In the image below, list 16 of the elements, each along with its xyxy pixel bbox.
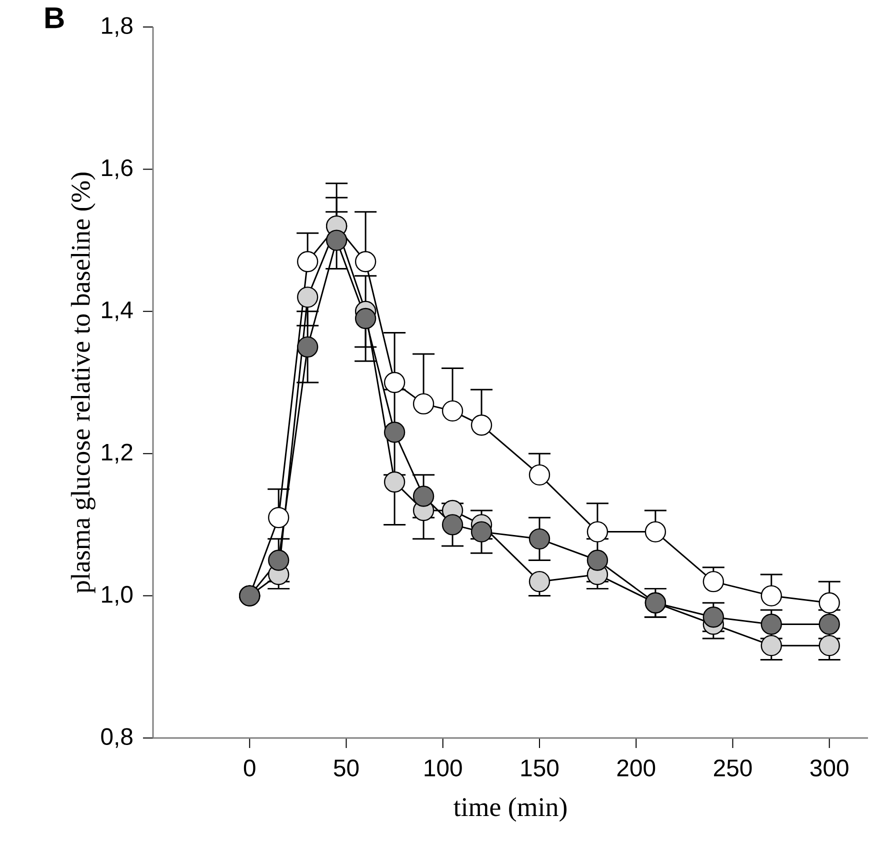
x-tick-label: 100 [424,760,462,776]
x-tick-label: 150 [521,760,558,776]
text: B [46,8,64,28]
x-tick-label: 300 [810,760,848,776]
y-tick-label: 1,0 [102,586,133,606]
y-tick-label: 1,2 [102,444,132,464]
y-tick-label: 1,6 [102,159,132,180]
x-tick-label: 250 [714,760,752,776]
x-axis-title: time (min) [454,797,566,822]
y-tick-label: 0,8 [101,728,132,748]
y-axis-title: plasma glucose relative to baseline (%) [70,172,96,594]
x-tick-label: 200 [617,760,656,776]
x-tick-label: 0 [244,760,256,776]
y-tick-label: 1,4 [102,302,133,322]
x-tick-label: 50 [334,760,359,776]
y-tick-label: 1,8 [102,17,132,37]
